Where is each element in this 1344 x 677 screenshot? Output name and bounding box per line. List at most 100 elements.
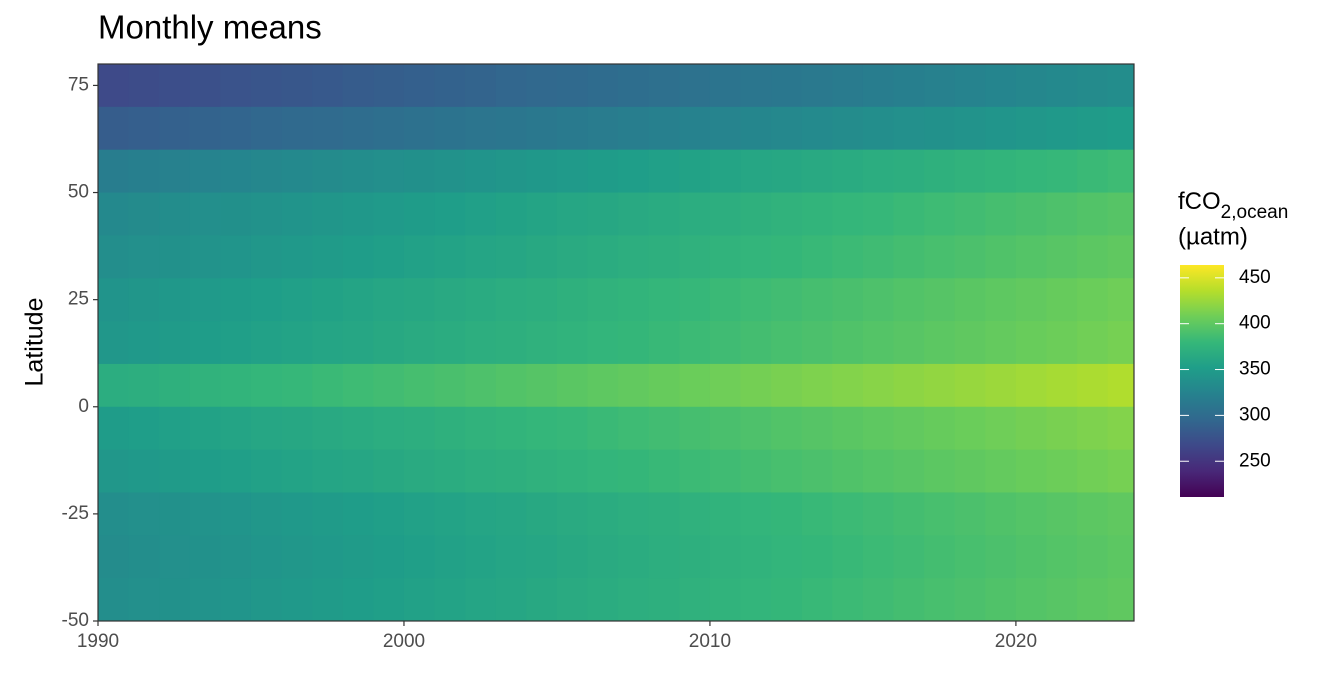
heat-cell: [281, 106, 313, 151]
heat-cell: [862, 406, 895, 451]
heat-cell: [98, 578, 130, 622]
heat-cell: [495, 149, 527, 194]
heat-cell: [1107, 149, 1135, 194]
legend-title-sub: 2,ocean: [1221, 202, 1289, 223]
heat-cell: [1046, 492, 1078, 536]
heat-cell: [312, 278, 344, 322]
heat-cell: [1046, 535, 1078, 579]
heat-cell: [465, 535, 497, 579]
heat-cell: [159, 149, 191, 194]
heat-cell: [526, 535, 558, 579]
heat-cell: [587, 363, 619, 408]
heat-cell: [403, 406, 436, 451]
heat-cell: [465, 321, 497, 365]
heat-cell: [465, 578, 497, 622]
heat-cell: [98, 406, 130, 451]
heat-cell: [403, 149, 436, 194]
heat-cell: [465, 363, 497, 408]
heat-cell: [771, 492, 803, 536]
heat-cell: [403, 578, 436, 622]
heat-cell: [403, 449, 436, 493]
heat-cell: [220, 321, 252, 365]
heat-cell: [801, 578, 833, 622]
heat-cell: [189, 235, 221, 279]
heat-cell: [250, 578, 283, 622]
heat-cell: [128, 278, 160, 322]
heat-cell: [740, 278, 772, 322]
heat-cell: [924, 278, 956, 322]
heat-cell: [1077, 449, 1109, 493]
heat-cell: [618, 449, 650, 493]
colorbar-tick-label: 300: [1239, 404, 1271, 425]
heat-cell: [495, 278, 527, 322]
x-tick-label: 2010: [689, 631, 731, 652]
heat-cell: [434, 149, 466, 194]
heat-cell: [893, 106, 925, 151]
heat-cell: [128, 192, 160, 236]
heat-cell: [342, 492, 374, 536]
heat-cell: [862, 278, 895, 322]
heat-cell: [740, 449, 772, 493]
heat-cell: [556, 149, 589, 194]
heat-cell: [618, 64, 650, 108]
heat-cell: [679, 492, 711, 536]
heat-cell: [159, 235, 191, 279]
heat-cell: [832, 106, 864, 151]
heat-cell: [465, 192, 497, 236]
heat-cell: [281, 449, 313, 493]
heat-cell: [985, 535, 1017, 579]
heat-cell: [495, 535, 527, 579]
y-tick-label: 25: [68, 289, 89, 310]
heat-cell: [801, 64, 833, 108]
heat-cell: [342, 64, 374, 108]
heat-cell: [1107, 64, 1135, 108]
heat-cell: [587, 235, 619, 279]
heat-cell: [465, 278, 497, 322]
heat-cell: [832, 321, 864, 365]
heat-cell: [709, 149, 742, 194]
heat-cell: [189, 578, 221, 622]
heat-cell: [679, 363, 711, 408]
heat-cell: [648, 64, 680, 108]
heat-cell: [220, 363, 252, 408]
heat-cell: [526, 64, 558, 108]
heat-cell: [434, 363, 466, 408]
heat-cell: [373, 321, 405, 365]
heat-cell: [281, 235, 313, 279]
heat-cell: [189, 363, 221, 408]
heat-cell: [434, 64, 466, 108]
heat-cell: [1015, 406, 1047, 451]
heat-cell: [281, 406, 313, 451]
heat-cell: [801, 492, 833, 536]
heat-cell: [159, 406, 191, 451]
legend-title-main: fCO: [1178, 188, 1221, 215]
heat-cell: [1015, 192, 1047, 236]
heat-cell: [1077, 578, 1109, 622]
heat-cell: [189, 278, 221, 322]
heat-cell: [801, 406, 833, 451]
heat-cell: [403, 192, 436, 236]
heat-cell: [924, 321, 956, 365]
heat-cell: [220, 64, 252, 108]
heat-cell: [924, 106, 956, 151]
heat-cell: [434, 192, 466, 236]
heat-cell: [771, 578, 803, 622]
heat-cell: [832, 492, 864, 536]
heat-cell: [403, 278, 436, 322]
heat-cell: [679, 321, 711, 365]
heat-cell: [985, 449, 1017, 493]
heat-cell: [893, 535, 925, 579]
heat-cell: [801, 321, 833, 365]
heat-cell: [281, 192, 313, 236]
heat-cell: [709, 578, 742, 622]
heat-cell: [312, 449, 344, 493]
heat-cell: [709, 535, 742, 579]
heat-cell: [740, 192, 772, 236]
heat-cell: [679, 278, 711, 322]
heat-cell: [709, 363, 742, 408]
heat-cell: [954, 578, 986, 622]
heat-cell: [740, 363, 772, 408]
heat-cell: [220, 449, 252, 493]
heat-cell: [1015, 235, 1047, 279]
heat-cell: [281, 149, 313, 194]
